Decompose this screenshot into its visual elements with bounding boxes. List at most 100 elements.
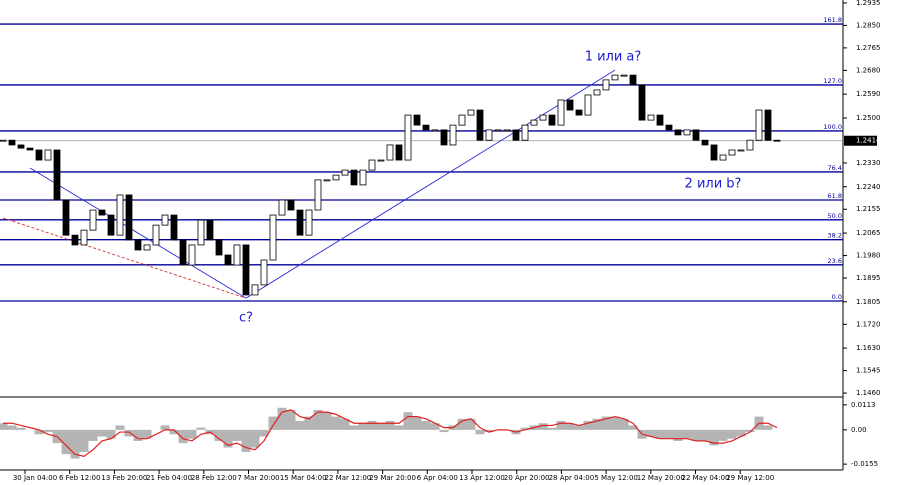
osc-bar [88,429,98,441]
candle [710,144,718,161]
osc-bar [313,409,323,430]
osc-bar [385,421,395,430]
osc-bar [79,429,89,452]
fib-label: 50.0 [828,212,842,220]
osc-bar [619,418,629,430]
osc-bar [322,412,332,430]
y-tick-label: 1.2240 [856,183,881,191]
candle [242,244,250,296]
osc-bar [97,429,107,437]
candle [161,214,169,226]
y-tick-label: 1.1720 [856,320,881,328]
osc-bar [601,416,611,430]
osc-tick-label: 0.00 [851,426,867,434]
osc-bar [178,429,188,444]
osc-bar [268,416,278,430]
candle [314,179,322,211]
x-tick-label: 28 Feb 12:00 [191,474,237,482]
candle [125,194,133,241]
osc-bar [286,409,296,430]
candle [629,74,637,86]
y-tick-label: 1.1895 [856,274,881,282]
candle [179,239,187,266]
current-price-box [844,135,877,146]
candle [494,129,502,132]
osc-bar [583,421,593,430]
candle [134,239,142,251]
current-price-label: 1.2414 [856,137,881,145]
osc-bar [745,429,755,433]
osc-bar [0,423,8,430]
x-tick-label: 22 Mar 12:00 [325,474,372,482]
osc-bar [376,423,386,430]
candle [0,139,7,142]
candle [647,114,655,121]
osc-bar [70,429,80,459]
candle [359,169,367,186]
candle [215,239,223,256]
candle [143,244,151,251]
candle [386,144,394,161]
osc-bar [457,418,467,430]
candle [116,194,124,236]
fib-label: 38.2 [828,232,842,240]
candle [575,109,583,116]
candle [611,74,619,81]
candle [665,124,673,131]
osc-bar [142,429,152,439]
wave-line [245,69,616,299]
candle [17,144,25,149]
candle [188,244,196,266]
fib-label: 161.8 [823,16,842,24]
wave-line [2,217,247,299]
candle [764,109,772,141]
osc-bar [124,429,134,437]
osc-bar [160,425,170,430]
x-tick-label: 21 Feb 04:00 [146,474,192,482]
candle [728,149,736,156]
candle [521,124,529,141]
candle [485,129,493,141]
candle [476,109,484,141]
candle [287,199,295,211]
osc-bar [169,429,179,435]
candle [656,114,664,126]
candle [350,169,358,186]
x-tick-label: 20 Apr 20:00 [504,474,550,482]
candle [206,219,214,241]
fib-label: 61.8 [828,192,842,200]
wave-label: 2 или b? [685,177,742,192]
osc-bar [196,427,206,430]
osc-bar [43,429,53,433]
candle [638,84,646,121]
candle [197,219,205,246]
candle [773,139,781,142]
y-tick-label: 1.2155 [856,205,881,213]
fib-label: 23.6 [828,257,842,265]
y-tick-label: 1.2590 [856,90,881,98]
candle [593,89,601,96]
candle [341,169,349,176]
osc-bar [241,429,251,452]
y-tick-label: 1.2500 [856,114,881,122]
candle [404,114,412,161]
candle [323,179,331,182]
osc-bar [592,418,602,430]
candle [152,224,160,246]
osc-bar [439,429,449,433]
osc-tick-label: 0.0113 [851,401,876,409]
y-tick-label: 1.1545 [856,367,881,375]
osc-bar [700,429,710,441]
osc-bar [736,429,746,437]
y-tick-label: 1.2765 [856,44,881,52]
osc-bar [340,418,350,430]
candle [503,129,511,132]
osc-bar [295,421,305,430]
osc-bar [331,416,341,430]
candle [683,129,691,136]
candle [233,244,241,266]
osc-bar [655,429,665,439]
x-tick-label: 13 Apr 12:00 [459,474,505,482]
candle [755,109,763,141]
